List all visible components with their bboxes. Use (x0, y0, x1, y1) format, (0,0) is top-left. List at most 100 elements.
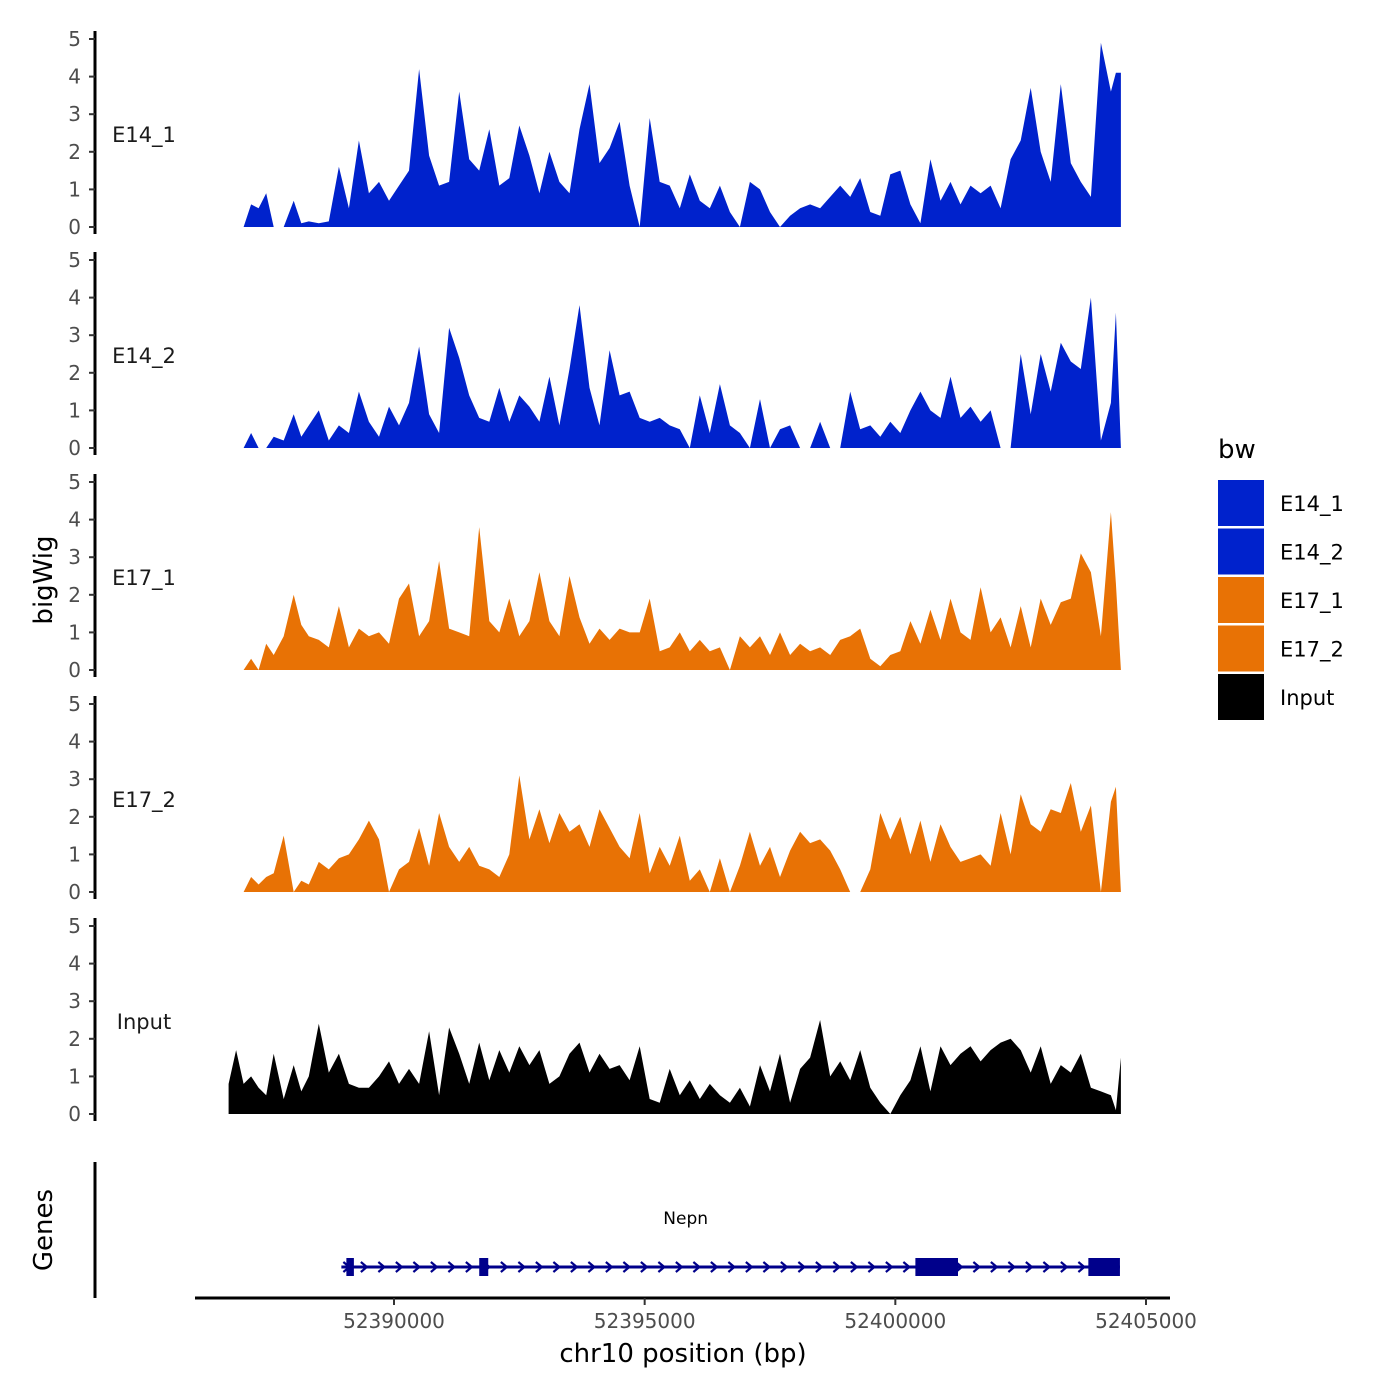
legend-label: E17_1 (1280, 589, 1344, 614)
y-tick-label: 1 (68, 398, 81, 422)
exon-block (479, 1258, 489, 1276)
legend-label: E17_2 (1280, 638, 1344, 663)
x-tick-label: 52395000 (594, 1309, 696, 1333)
track-label: E14_1 (112, 123, 176, 148)
strand-arrow (377, 1261, 387, 1273)
strand-arrow (727, 1261, 737, 1273)
strand-arrow (885, 1261, 894, 1273)
y-tick-label: 1 (68, 1064, 81, 1088)
y-tick-label: 0 (68, 880, 81, 904)
strand-arrow (465, 1261, 474, 1273)
strand-arrow (622, 1261, 632, 1273)
track-label: E14_2 (112, 344, 176, 369)
strand-arrow (1007, 1261, 1017, 1273)
y-tick-label: 4 (68, 65, 81, 89)
strand-arrow (535, 1261, 544, 1273)
x-tick-label: 52405000 (1095, 1309, 1197, 1333)
y-tick-label: 1 (68, 177, 81, 201)
legend-swatch (1218, 480, 1264, 526)
legend-swatch (1218, 577, 1264, 623)
strand-arrow (850, 1261, 859, 1273)
strand-arrow (447, 1261, 457, 1273)
y-tick-label: 0 (68, 436, 81, 460)
strand-arrow (745, 1261, 754, 1273)
strand-arrow (570, 1261, 579, 1273)
y-tick-label: 4 (68, 286, 81, 310)
gene-name-label: Nepn (663, 1209, 708, 1229)
y-tick-label: 5 (68, 692, 81, 716)
coverage-area (243, 297, 1121, 448)
x-axis: 52390000 52395000 52400000 52405000 (195, 1296, 1197, 1333)
coverage-area (243, 42, 1121, 227)
coverage-area (243, 512, 1121, 670)
strand-arrow (412, 1261, 422, 1273)
strand-arrow (762, 1261, 772, 1273)
track-label: Input (117, 1010, 171, 1034)
track-label: E17_2 (112, 788, 176, 813)
y-tick-label: 2 (68, 140, 81, 164)
exon-block (1088, 1258, 1120, 1276)
exon-block (346, 1258, 354, 1276)
legend-swatch (1218, 674, 1264, 720)
y-tick-label: 3 (68, 545, 81, 569)
y-tick-label: 0 (68, 658, 81, 682)
strand-arrow (780, 1261, 789, 1273)
coverage-area (228, 1020, 1121, 1114)
strand-arrow (815, 1261, 824, 1273)
strand-arrow (430, 1261, 439, 1273)
y-tick-label: 3 (68, 323, 81, 347)
y-axis-title: bigWig (29, 535, 59, 624)
strand-arrow (517, 1261, 527, 1273)
y-tick-label: 0 (68, 215, 81, 239)
strand-arrow (902, 1261, 912, 1273)
y-tick-label: 3 (68, 102, 81, 126)
strand-arrow (605, 1261, 614, 1273)
track-e14-1: 0 1 2 3 4 5 E14_1 (68, 27, 1121, 239)
y-tick-label: 0 (68, 1102, 81, 1126)
y-tick-label: 4 (68, 508, 81, 532)
y-tick-label: 5 (68, 470, 81, 494)
x-tick-label: 52400000 (844, 1309, 946, 1333)
exon-block (915, 1258, 958, 1276)
y-tick-label: 4 (68, 730, 81, 754)
strand-arrow (587, 1261, 597, 1273)
coverage-tracks: 0 1 2 3 4 5 E14_1 0 1 2 3 4 5 E14_2 0 1 2 3 4 5 E17_1 0 1 2 3 4 5 E… (68, 27, 1121, 1126)
y-tick-label: 1 (68, 842, 81, 866)
y-tick-label: 2 (68, 1027, 81, 1051)
strand-arrow (1060, 1261, 1069, 1273)
strand-arrow (360, 1261, 369, 1273)
strand-arrow (657, 1261, 667, 1273)
strand-arrow (675, 1261, 684, 1273)
strand-arrow (972, 1261, 982, 1273)
track-e17-2: 0 1 2 3 4 5 E17_2 (68, 692, 1121, 904)
legend-label: Input (1280, 686, 1334, 710)
track-label: E17_1 (112, 566, 176, 591)
y-tick-label: 2 (68, 361, 81, 385)
legend-label: E14_1 (1280, 492, 1344, 517)
legend-swatch (1218, 528, 1264, 575)
legend: bw E14_1 E14_2 E17_1 E17_2 Input (1218, 435, 1344, 720)
y-tick-label: 3 (68, 989, 81, 1013)
strand-arrow (500, 1261, 509, 1273)
strand-arrow (832, 1261, 842, 1273)
track-e17-1: 0 1 2 3 4 5 E17_1 (68, 470, 1121, 682)
strand-arrow (990, 1261, 999, 1273)
y-tick-label: 2 (68, 583, 81, 607)
x-tick-label: 52390000 (343, 1309, 445, 1333)
strand-arrow (1025, 1261, 1034, 1273)
strand-arrow (797, 1261, 807, 1273)
legend-swatch (1218, 625, 1264, 672)
strand-arrow (710, 1261, 719, 1273)
genes-axis-title: Genes (29, 1189, 59, 1271)
y-tick-label: 3 (68, 767, 81, 791)
track-e14-2: 0 1 2 3 4 5 E14_2 (68, 248, 1121, 460)
strand-arrow (552, 1261, 562, 1273)
strand-arrow (1042, 1261, 1052, 1273)
y-tick-label: 4 (68, 952, 81, 976)
genes-panel: Nepn (93, 1162, 1120, 1298)
strand-arrow (1077, 1261, 1087, 1273)
strand-arrow (640, 1261, 649, 1273)
legend-title: bw (1218, 435, 1256, 465)
legend-label: E14_2 (1280, 541, 1344, 566)
x-axis-title: chr10 position (bp) (559, 1339, 806, 1369)
